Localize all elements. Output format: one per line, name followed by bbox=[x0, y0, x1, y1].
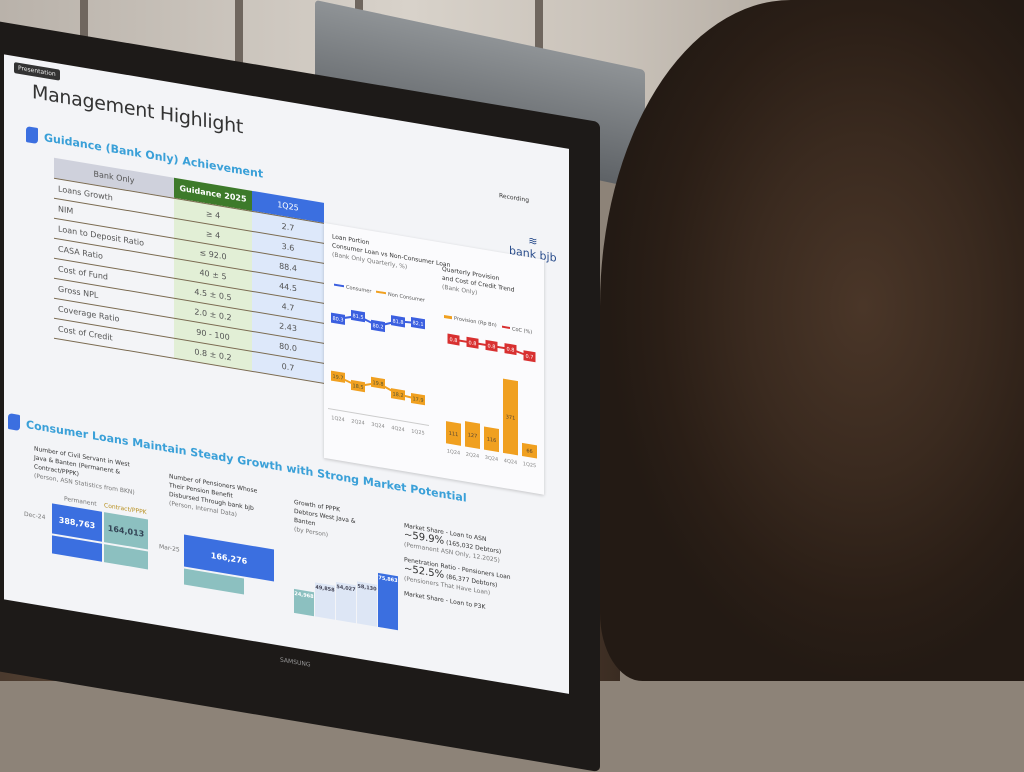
data-point bbox=[391, 388, 405, 401]
data-label: 18.2 bbox=[392, 391, 403, 399]
tick-label: 4Q24 bbox=[391, 425, 404, 433]
monitor: Presentation Management Highlight Record… bbox=[0, 20, 600, 772]
legend-swatch bbox=[502, 325, 510, 330]
legend-label: CoC (%) bbox=[512, 326, 532, 335]
monitor-brand: SAMSUNG bbox=[280, 656, 311, 669]
tick-label: 3Q24 bbox=[485, 455, 498, 463]
data-point bbox=[411, 316, 425, 330]
bar-label: 66 bbox=[526, 448, 532, 455]
pppk-bar: 54,027 bbox=[336, 581, 356, 624]
bar bbox=[465, 421, 480, 449]
data-label: 81.5 bbox=[352, 313, 363, 321]
x-axis bbox=[328, 408, 429, 426]
recording-indicator: Recording bbox=[499, 192, 530, 205]
data-point bbox=[351, 379, 365, 393]
pppk-bar: 24,968 bbox=[294, 588, 314, 617]
data-point bbox=[331, 312, 345, 325]
legend-swatch bbox=[444, 314, 452, 320]
data-label: 0.8 bbox=[488, 343, 496, 350]
window-frame bbox=[235, 0, 243, 110]
data-point bbox=[351, 309, 365, 323]
data-point bbox=[485, 339, 498, 352]
tick-label: 3Q24 bbox=[371, 422, 384, 430]
pppk-bar: 49,858 bbox=[315, 582, 335, 620]
bar bbox=[522, 442, 537, 459]
data-label: 0.7 bbox=[526, 354, 534, 361]
guidance-table: Bank Only Guidance 2025 1Q25 Loans Growt… bbox=[54, 157, 324, 384]
data-point bbox=[504, 343, 517, 356]
bar bbox=[503, 378, 518, 456]
legend-label: Consumer bbox=[346, 285, 372, 295]
row-label: Mar-25 bbox=[159, 543, 180, 554]
chart-card: Consumer Non Consumer Provision (Rp Bn) CoC… bbox=[324, 222, 544, 495]
data-label: 19.8 bbox=[372, 380, 383, 388]
section-bullet-icon bbox=[8, 413, 20, 432]
contract-bar: 164,013 bbox=[104, 512, 148, 550]
bar bbox=[484, 426, 499, 453]
tick-label: 2Q24 bbox=[466, 452, 479, 460]
bar-label: 127 bbox=[468, 432, 478, 440]
data-point bbox=[391, 315, 405, 328]
data-label: 0.8 bbox=[507, 346, 515, 353]
data-point bbox=[331, 370, 345, 383]
data-label: 80.3 bbox=[332, 316, 343, 324]
data-point bbox=[371, 376, 385, 390]
legend-swatch bbox=[376, 290, 386, 295]
charts-svg: Consumer Non Consumer Provision (Rp Bn) CoC… bbox=[328, 283, 537, 469]
bar-label: 116 bbox=[487, 437, 497, 445]
data-label: 0.8 bbox=[469, 340, 477, 347]
page-title: Management Highlight bbox=[32, 81, 243, 139]
bar bbox=[446, 421, 461, 446]
data-point bbox=[371, 319, 385, 333]
legend-label: Non Consumer bbox=[388, 292, 426, 304]
data-label: 0.8 bbox=[450, 337, 458, 344]
legend-label: Provision (Rp Bn) bbox=[454, 316, 497, 329]
tick-label: 1Q24 bbox=[447, 448, 460, 456]
presentation-slide: Presentation Management Highlight Record… bbox=[4, 54, 569, 694]
badge: Presentation bbox=[14, 62, 60, 81]
data-label: 80.2 bbox=[372, 323, 383, 331]
tick-label: 1Q24 bbox=[331, 415, 344, 423]
tick-label: 1Q25 bbox=[411, 429, 424, 437]
data-label: 18.5 bbox=[352, 383, 363, 391]
section-bullet-icon bbox=[26, 126, 38, 145]
person-silhouette bbox=[600, 0, 1024, 681]
data-point bbox=[466, 336, 479, 349]
market-stats: Market Share - Loan to ASN ~59.9% (165,0… bbox=[404, 521, 554, 623]
tick-label: 1Q25 bbox=[523, 461, 536, 469]
tick-label: 4Q24 bbox=[504, 458, 517, 466]
pensioners-title: Number of Pensioners Whose Their Pension… bbox=[169, 472, 264, 524]
civil-servant-title: Number of Civil Servant in West Java & B… bbox=[34, 444, 144, 498]
pppk-bar: 58,130 bbox=[357, 581, 377, 627]
data-point bbox=[447, 333, 460, 346]
data-label: 82.1 bbox=[412, 320, 423, 328]
legend-swatch bbox=[334, 283, 344, 288]
pppk-title: Growth of PPPK Debtors West Java & Bante… bbox=[294, 498, 364, 546]
pppk-bar: 75,863 bbox=[378, 572, 398, 631]
tick-label: 2Q24 bbox=[351, 418, 364, 426]
data-label: 17.9 bbox=[412, 396, 423, 404]
data-point bbox=[411, 392, 425, 406]
data-label: 81.8 bbox=[392, 318, 403, 326]
row-label: Dec-24 bbox=[24, 510, 46, 522]
bar-label: 111 bbox=[449, 431, 459, 439]
bar-label: 371 bbox=[506, 414, 516, 422]
data-point bbox=[523, 350, 536, 363]
data-label: 19.7 bbox=[332, 374, 343, 382]
